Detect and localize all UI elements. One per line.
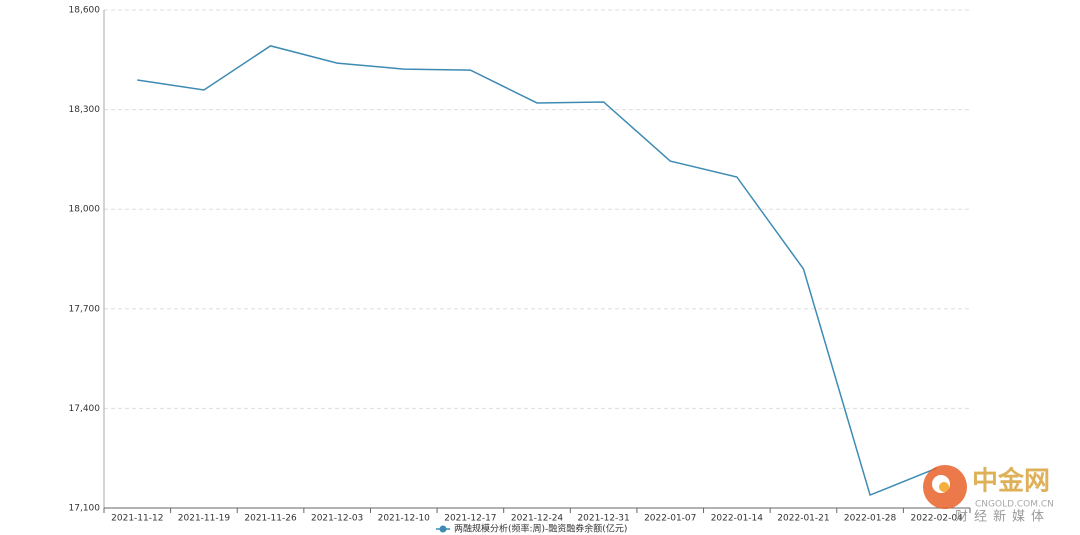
x-tick-label: 2022-02-04 bbox=[911, 514, 964, 524]
data-line bbox=[137, 45, 937, 497]
legend-label: 两融规模分析(频率:周)-融资融券余额(亿元) bbox=[454, 523, 627, 535]
x-tick-label: 2021-12-03 bbox=[311, 514, 363, 524]
y-tick-label: 18,600 bbox=[69, 6, 101, 16]
x-tick-label: 2021-12-24 bbox=[511, 514, 564, 524]
x-tick-label: 2021-12-17 bbox=[444, 514, 496, 524]
x-tick-label: 2022-01-21 bbox=[777, 514, 829, 524]
watermark: 中金网 CNGOLD.COM.CN 财经新媒体 bbox=[923, 465, 1054, 525]
x-tick-label: 2022-01-07 bbox=[644, 514, 696, 524]
x-tick-label: 2022-01-14 bbox=[711, 514, 764, 524]
y-tick-label: 17,400 bbox=[69, 404, 101, 414]
y-tick-label: 17,100 bbox=[69, 504, 101, 514]
x-tick-label: 2022-01-28 bbox=[844, 514, 897, 524]
watermark-slogan: 财经新媒体 bbox=[955, 509, 1050, 525]
watermark-url: CNGOLD.COM.CN bbox=[975, 500, 1054, 510]
y-tick-label: 17,700 bbox=[69, 304, 101, 314]
x-tick-label: 2021-11-19 bbox=[178, 514, 231, 524]
watermark-title: 中金网 bbox=[972, 466, 1050, 497]
legend-marker bbox=[439, 525, 447, 533]
x-tick-label: 2021-11-12 bbox=[111, 514, 163, 524]
y-tick-label: 18,000 bbox=[69, 205, 101, 215]
x-tick-label: 2021-11-26 bbox=[244, 514, 297, 524]
watermark-logo bbox=[939, 482, 949, 492]
x-tick-label: 2021-12-31 bbox=[577, 514, 629, 524]
y-tick-label: 18,300 bbox=[69, 105, 101, 115]
x-tick-label: 2021-12-10 bbox=[378, 514, 431, 524]
